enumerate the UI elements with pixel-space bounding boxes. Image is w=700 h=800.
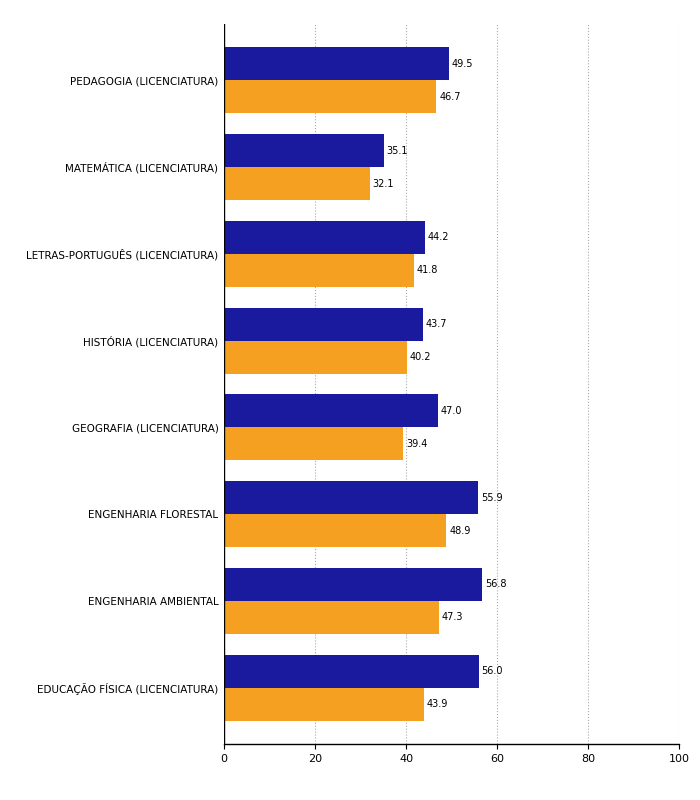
Text: 55.9: 55.9 xyxy=(481,493,503,502)
Bar xyxy=(224,394,438,427)
Bar xyxy=(224,167,370,200)
Bar xyxy=(224,341,407,374)
Bar xyxy=(224,134,384,167)
Text: 43.9: 43.9 xyxy=(426,699,448,709)
Bar xyxy=(224,514,447,547)
Text: 56.8: 56.8 xyxy=(485,579,507,590)
Bar xyxy=(224,308,423,341)
Bar xyxy=(224,254,414,287)
Bar xyxy=(224,688,424,721)
Bar xyxy=(224,221,425,254)
Text: 41.8: 41.8 xyxy=(417,266,438,275)
Text: 35.1: 35.1 xyxy=(386,146,408,156)
Text: 47.0: 47.0 xyxy=(440,406,462,416)
Text: 48.9: 48.9 xyxy=(449,526,470,536)
Bar xyxy=(224,654,479,688)
Bar xyxy=(224,47,449,80)
Text: 47.3: 47.3 xyxy=(442,612,463,622)
Bar xyxy=(224,601,439,634)
Text: 39.4: 39.4 xyxy=(406,439,428,449)
Text: 56.0: 56.0 xyxy=(482,666,503,676)
Bar xyxy=(224,80,437,114)
Bar xyxy=(224,427,403,460)
Text: 46.7: 46.7 xyxy=(439,92,461,102)
Text: 44.2: 44.2 xyxy=(428,232,449,242)
Text: 49.5: 49.5 xyxy=(452,59,473,69)
Bar xyxy=(224,568,482,601)
Text: 32.1: 32.1 xyxy=(373,178,394,189)
Text: 40.2: 40.2 xyxy=(410,352,431,362)
Bar xyxy=(224,481,478,514)
Text: 43.7: 43.7 xyxy=(426,319,447,329)
